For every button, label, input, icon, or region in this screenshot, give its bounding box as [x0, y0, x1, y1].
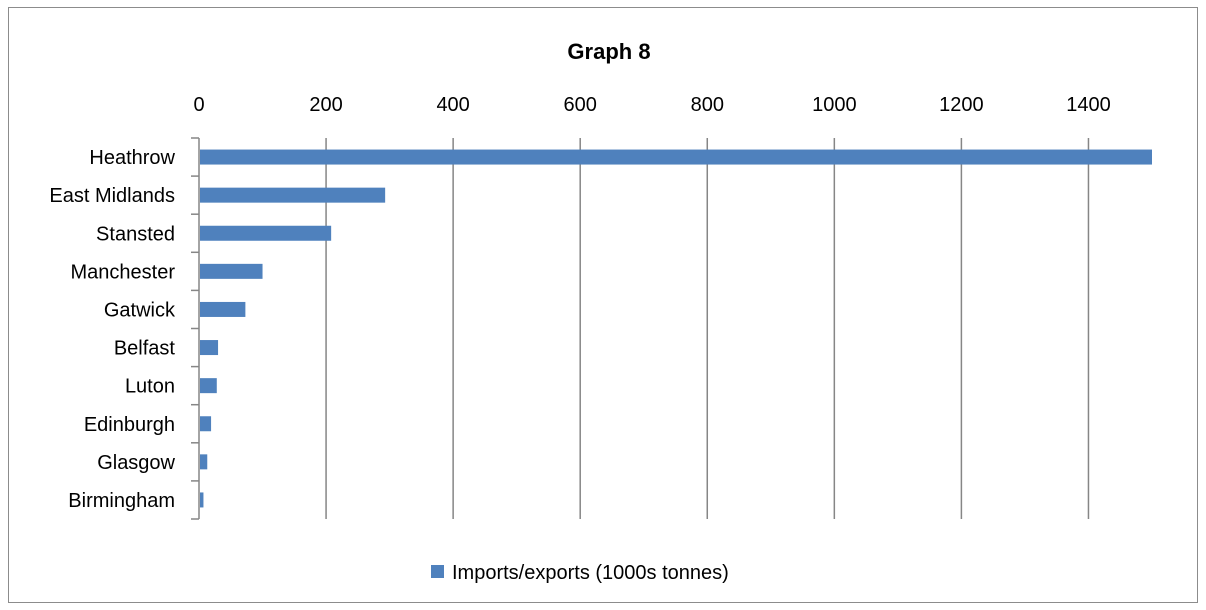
category-labels: Heathrow East Midlands Stansted Manchester G…	[49, 147, 176, 512]
bar-stansted	[200, 225, 332, 241]
x-tick-label-400: 400	[436, 94, 469, 116]
category-label-luton: Luton	[125, 376, 175, 398]
bar-edinburgh	[200, 416, 212, 432]
x-tick-label-800: 800	[691, 94, 724, 116]
category-label-gatwick: Gatwick	[104, 299, 176, 321]
chart-title: Graph 8	[567, 39, 650, 64]
bars	[200, 149, 1152, 508]
bar-gatwick	[200, 301, 246, 317]
legend-label: Imports/exports (1000s tonnes)	[452, 562, 729, 584]
bar-manchester	[200, 263, 263, 279]
category-label-stansted: Stansted	[96, 223, 175, 245]
category-label-belfast: Belfast	[114, 338, 176, 360]
category-label-heathrow: Heathrow	[89, 147, 175, 169]
bar-east-midlands	[200, 187, 386, 203]
x-tick-label-600: 600	[564, 94, 597, 116]
legend: Imports/exports (1000s tonnes)	[431, 562, 729, 584]
category-label-birmingham: Birmingham	[68, 490, 175, 512]
x-tick-label-200: 200	[309, 94, 342, 116]
bar-luton	[200, 378, 217, 394]
category-label-manchester: Manchester	[71, 261, 176, 283]
bar-heathrow	[200, 149, 1152, 165]
category-label-glasgow: Glasgow	[97, 452, 175, 474]
x-tick-label-1400: 1400	[1066, 94, 1111, 116]
bar-birmingham	[200, 492, 204, 508]
x-tick-label-0: 0	[193, 94, 204, 116]
category-label-east-midlands: East Midlands	[49, 185, 175, 207]
x-tick-label-1200: 1200	[939, 94, 984, 116]
x-tick-label-1000: 1000	[812, 94, 857, 116]
category-label-edinburgh: Edinburgh	[84, 414, 175, 436]
legend-swatch	[431, 565, 444, 578]
x-tick-labels: 0 200 400 600 800 1000 1200 1400	[193, 94, 1110, 116]
bar-belfast	[200, 340, 219, 356]
bar-glasgow	[200, 454, 208, 470]
